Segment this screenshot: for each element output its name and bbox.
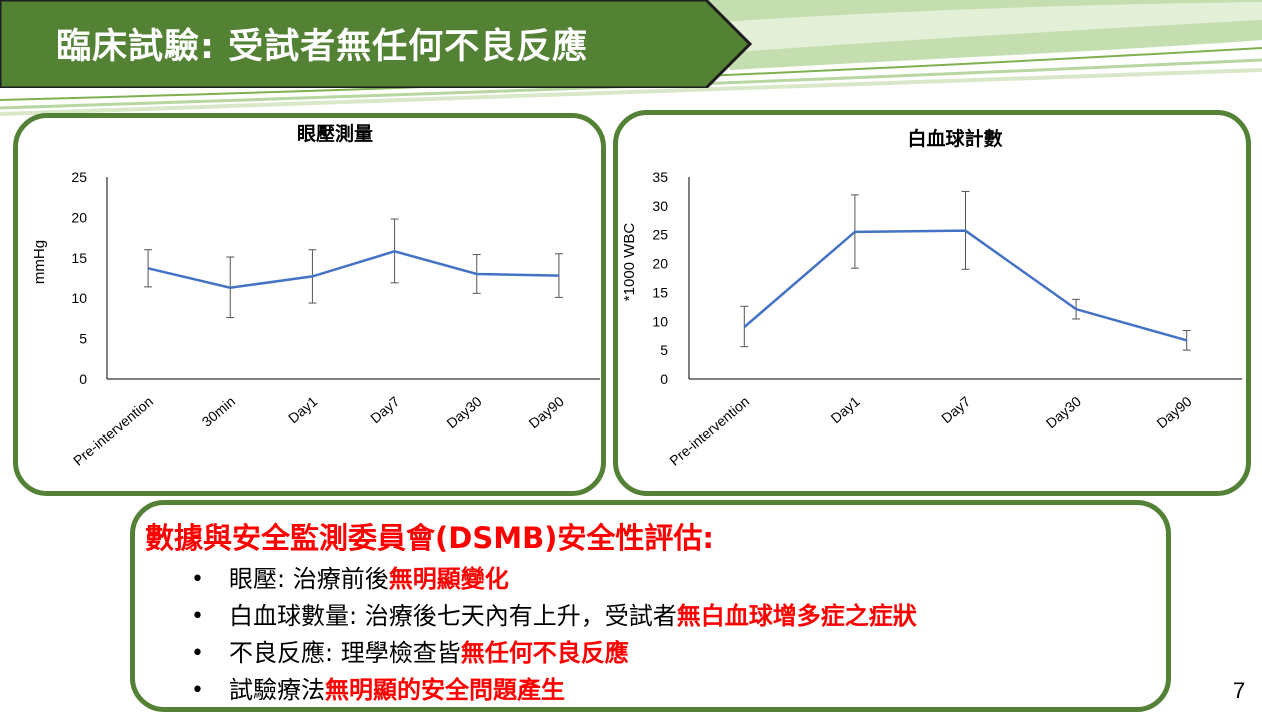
page-title: 臨床試驗: 受試者無任何不良反應 xyxy=(56,27,589,67)
bullet-highlight: 無任何不良反應 xyxy=(460,639,629,667)
page-number: 7 xyxy=(1233,678,1246,703)
decorative-swoosh xyxy=(0,0,1262,116)
bullet-dot-icon: • xyxy=(191,604,204,629)
bullet-item: • 白血球數量: 治療後七天內有上升，受試者無白血球增多症之症狀 xyxy=(191,598,917,635)
dsmb-summary-box: 數據與安全監測委員會(DSMB)安全性評估: • 眼壓: 治療前後無明顯變化 • 白… xyxy=(130,500,1171,712)
summary-heading: 數據與安全監測委員會(DSMB)安全性評估: xyxy=(145,521,715,555)
bullet-text: 眼壓: 治療前後 xyxy=(229,565,389,593)
bullet-text: 不良反應: 理學檢查皆 xyxy=(229,639,461,667)
summary-bullet-list: • 眼壓: 治療前後無明顯變化 • 白血球數量: 治療後七天內有上升，受試者無白血球… xyxy=(191,561,917,709)
bullet-text: 試驗療法 xyxy=(229,676,325,704)
bullet-highlight: 無明顯變化 xyxy=(388,565,509,593)
bullet-dot-icon: • xyxy=(191,641,204,666)
bullet-item: • 試驗療法無明顯的安全問題產生 xyxy=(191,672,917,709)
bullet-text: 白血球數量: 治療後七天內有上升，受試者 xyxy=(229,602,677,630)
wbc-chart-panel xyxy=(613,110,1251,496)
bullet-dot-icon: • xyxy=(191,567,204,592)
bullet-item: • 眼壓: 治療前後無明顯變化 xyxy=(191,561,917,598)
title-banner xyxy=(0,0,752,88)
bullet-highlight: 無明顯的安全問題產生 xyxy=(325,676,565,704)
bullet-dot-icon: • xyxy=(191,678,204,703)
iop-chart-panel xyxy=(13,113,606,496)
bullet-highlight: 無白血球增多症之症狀 xyxy=(676,602,917,630)
bullet-item: • 不良反應: 理學檢查皆無任何不良反應 xyxy=(191,635,917,672)
